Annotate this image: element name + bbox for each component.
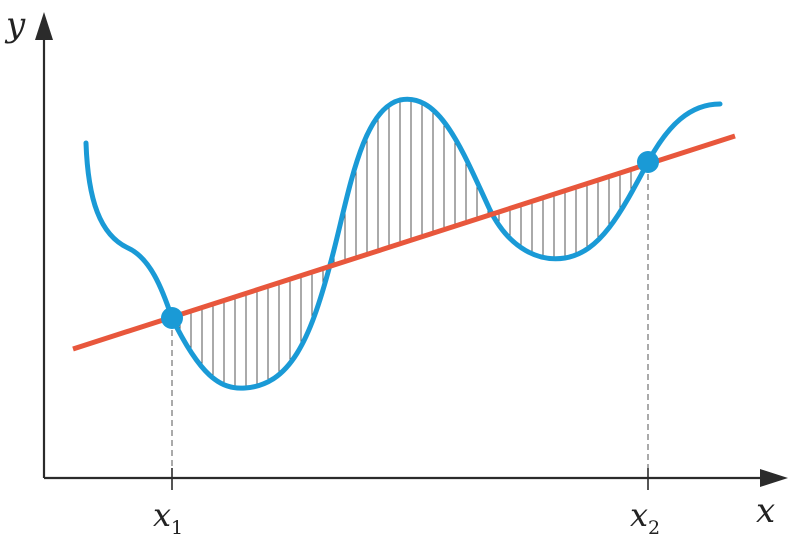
- intersection-point-x1: [161, 307, 183, 329]
- y-axis-arrow-icon: [35, 12, 53, 40]
- x-axis-arrow-icon: [760, 469, 788, 487]
- x-axis-label: x: [756, 491, 775, 531]
- hatched-area: [179, 99, 643, 389]
- function-curve: [83, 96, 723, 391]
- intersection-point-x2: [637, 151, 659, 173]
- linear-function-line: [72, 133, 736, 352]
- x2-label: x2: [630, 496, 660, 539]
- x1-label: x1: [153, 496, 183, 539]
- y-axis-label: y: [4, 5, 26, 45]
